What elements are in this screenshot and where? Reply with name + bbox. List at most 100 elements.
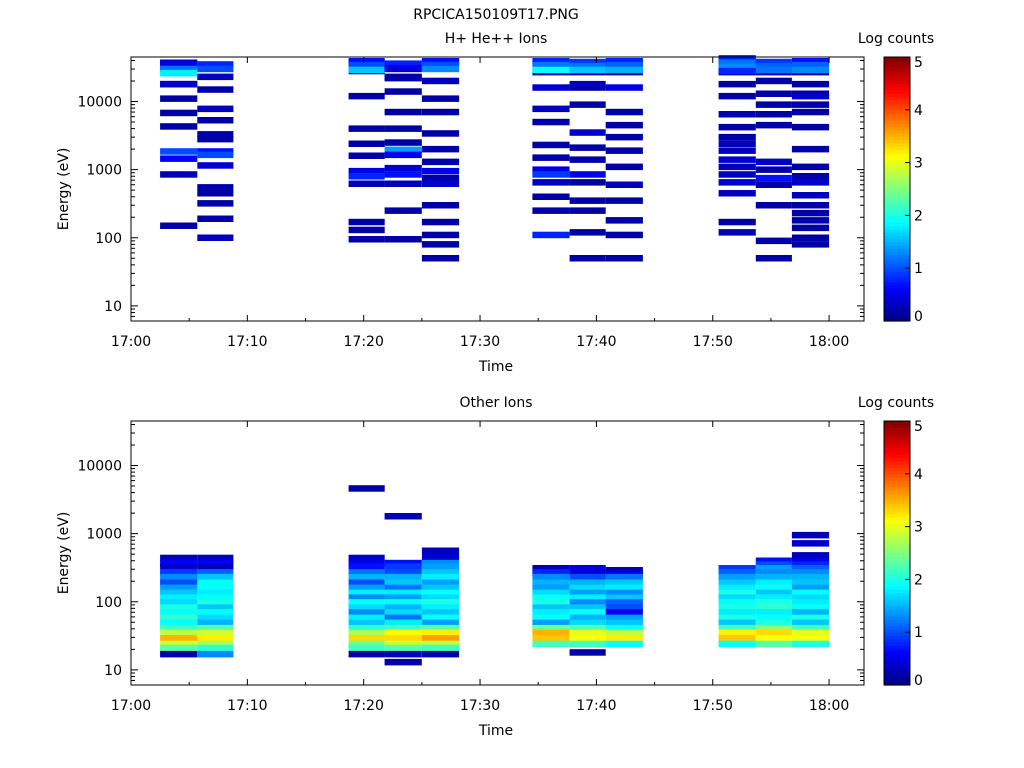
colorbar-segment (884, 136, 910, 141)
heatmap-cell (348, 218, 385, 226)
heatmap-cell (197, 117, 234, 124)
colorbar: 0 1 2 3 4 5 (883, 55, 923, 325)
heatmap-cell (384, 604, 422, 611)
heatmap-cell (791, 202, 830, 209)
heatmap-cell (718, 163, 756, 171)
heatmap-cell (755, 609, 792, 616)
heatmap-cell (791, 624, 830, 632)
colorbar-segment (884, 450, 910, 455)
y-axis-label: Energy (eV) (56, 148, 72, 231)
colorbar-segment (884, 440, 910, 445)
heatmap-cell (421, 554, 460, 561)
heatmap-cell (791, 145, 830, 153)
heatmap-cell (791, 224, 830, 232)
heatmap-cell (718, 565, 756, 572)
colorbar-segment (884, 264, 910, 269)
heatmap-cell (384, 164, 422, 172)
heatmap-cell (348, 563, 385, 570)
heatmap-cell (755, 569, 792, 576)
heatmap-cell (197, 609, 234, 616)
colorbar-segment (884, 218, 910, 223)
colorbar-segment (884, 169, 910, 174)
heatmap-cell (160, 70, 198, 77)
heatmap-cell (160, 563, 198, 570)
heatmap-cell (718, 640, 756, 648)
heatmap-cell (718, 573, 756, 581)
heatmap-cell (569, 197, 606, 204)
colorbar-segment (884, 66, 910, 71)
heatmap-cell (160, 599, 198, 606)
heatmap-cell (532, 84, 570, 91)
colorbar-segment (884, 307, 910, 312)
y-tick-label: 10000 (77, 95, 122, 111)
colorbar-segment (884, 503, 910, 508)
colorbar-segment (884, 109, 910, 114)
y-axis-ticks: 10 100 1000 10000 (77, 59, 864, 322)
heatmap-cell (421, 644, 460, 652)
heatmap-cell (605, 197, 643, 204)
heatmap-cell (197, 215, 234, 222)
heatmap-cell (532, 141, 570, 149)
heatmap-cell (384, 599, 422, 606)
colorbar-tick-label: 1 (914, 261, 923, 277)
y-tick-label: 10 (104, 663, 122, 679)
heatmap-cell (569, 156, 606, 163)
heatmap-cell (197, 73, 234, 81)
colorbar-segment (884, 523, 910, 528)
heatmap-cell (605, 640, 643, 648)
heatmap-cell (421, 62, 460, 69)
heatmap-cell (755, 158, 792, 166)
colorbar-segment (884, 179, 910, 183)
colorbar-segment (884, 510, 910, 514)
colorbar-segment (884, 103, 910, 108)
colorbar-segment (884, 231, 910, 236)
heatmap-cell (791, 173, 830, 180)
heatmap-cell (755, 624, 792, 632)
heatmap-cell (421, 77, 460, 85)
heatmap-cell (532, 58, 570, 65)
heatmap-cell (755, 111, 792, 118)
colorbar-segment (884, 99, 910, 104)
heatmap-cell (421, 130, 460, 137)
heatmap-cell (384, 624, 422, 632)
colorbar-segment (884, 205, 910, 210)
colorbar-segment (884, 473, 910, 478)
colorbar-segment (884, 113, 910, 117)
heatmap-cell (791, 573, 830, 581)
heatmap-cell (532, 573, 570, 581)
heatmap-cell (160, 619, 198, 627)
heatmap-cell (160, 65, 198, 73)
heatmap-cell (718, 67, 756, 75)
colorbar-segment (884, 477, 910, 481)
heatmap-cell (605, 604, 643, 611)
colorbar-segment (884, 437, 910, 442)
heatmap-cell (160, 80, 198, 88)
heatmap-cell (791, 179, 830, 186)
heatmap-cell (160, 589, 198, 597)
x-tick-label: 17:10 (227, 334, 267, 350)
colorbar-segment (884, 126, 910, 131)
heatmap-cell (160, 594, 198, 601)
heatmap-cell (791, 62, 830, 69)
heatmap-cell (755, 255, 792, 262)
heatmap-cell (532, 565, 570, 572)
heatmap-cell (569, 58, 606, 66)
heatmap-cell (755, 237, 792, 245)
heatmap-cell (160, 123, 198, 130)
heatmap-cell (718, 190, 756, 197)
colorbar-segment (884, 483, 910, 488)
colorbar-segment (884, 549, 910, 554)
heatmap-cell (160, 148, 198, 155)
heatmap-cell (384, 125, 422, 132)
colorbar-segment (884, 572, 910, 577)
heatmap-cell (605, 624, 643, 632)
heatmap-cell (569, 129, 606, 136)
heatmap-cell (197, 554, 234, 562)
colorbar-segment (884, 487, 910, 491)
heatmap-cell (755, 90, 792, 97)
colorbar-segment (884, 457, 910, 462)
heatmap-cell (755, 589, 792, 597)
heatmap-cell (755, 62, 792, 70)
heatmap-cell (791, 163, 830, 171)
colorbar-frame (883, 56, 911, 322)
